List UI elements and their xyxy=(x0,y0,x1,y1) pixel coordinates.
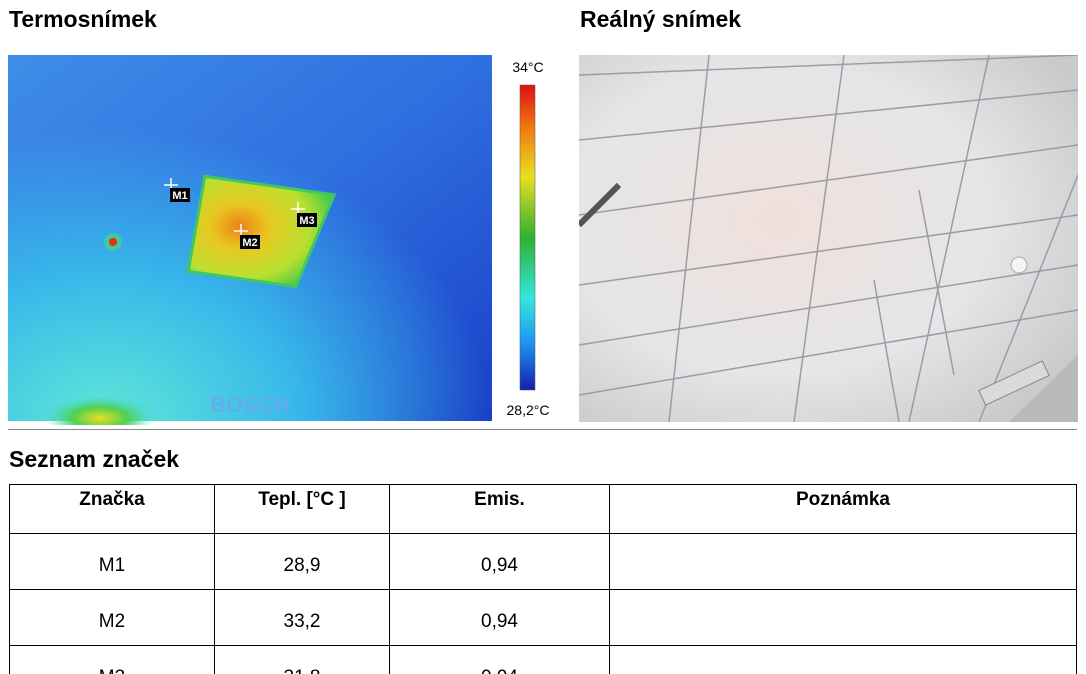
table-cell: M2 xyxy=(9,589,215,646)
table-cell: M1 xyxy=(9,533,215,590)
marker-label: M2 xyxy=(242,237,257,249)
scale-min: 28,2°C xyxy=(507,402,550,418)
table-row: M331,80,94 xyxy=(9,645,1077,674)
header-cell: Poznámka xyxy=(609,484,1077,534)
photo-title: Reálný snímek xyxy=(580,6,742,32)
photo-image xyxy=(579,55,1078,422)
thermal-title: Termosnímek xyxy=(9,6,157,32)
thermal-image: BOSCH M1 M2 M3 34°C 28,2°C xyxy=(8,55,550,425)
table-title: Seznam značek xyxy=(9,446,180,472)
table-cell: M3 xyxy=(9,645,215,674)
table-cell xyxy=(609,589,1077,646)
table-cell xyxy=(609,645,1077,674)
table-cell: 0,94 xyxy=(389,589,610,646)
marker-label: M1 xyxy=(172,190,187,202)
marker-label: M3 xyxy=(299,215,314,227)
header-cell: Značka xyxy=(9,484,215,534)
marker-table: Značka Tepl. [°C ] Emis. Poznámka M1 28,9 0,9… xyxy=(9,484,1077,674)
table-cell: 31,8 xyxy=(214,645,390,674)
color-scale xyxy=(519,84,536,391)
header-cell: Tepl. [°C ] xyxy=(214,484,390,534)
table-cell xyxy=(609,533,1077,590)
table-row: M2 33,2 0,94 xyxy=(9,589,1077,646)
watermark: BOSCH xyxy=(210,392,289,417)
table-cell: 28,9 xyxy=(214,533,390,590)
scale-max: 34°C xyxy=(512,59,543,75)
table-cell: 0,94 xyxy=(389,533,610,590)
separator xyxy=(8,429,1077,430)
table-cell: 0,94 xyxy=(389,645,610,674)
table-row: M1 28,9 0,94 xyxy=(9,533,1077,590)
header-cell: Emis. xyxy=(389,484,610,534)
table-cell: 33,2 xyxy=(214,589,390,646)
